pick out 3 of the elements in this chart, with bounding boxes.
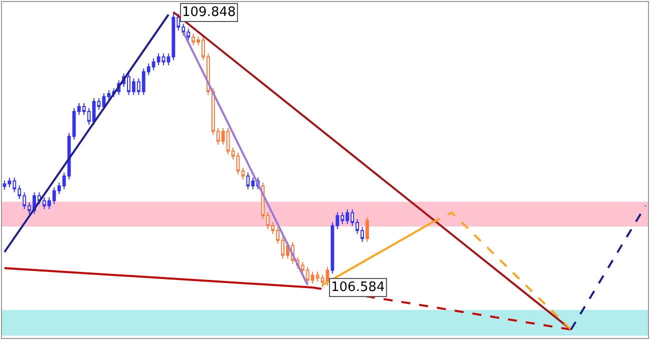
annotation: 109.848 [182, 5, 236, 20]
annotation: 106.584 [331, 280, 385, 295]
candlestick [366, 216, 369, 242]
